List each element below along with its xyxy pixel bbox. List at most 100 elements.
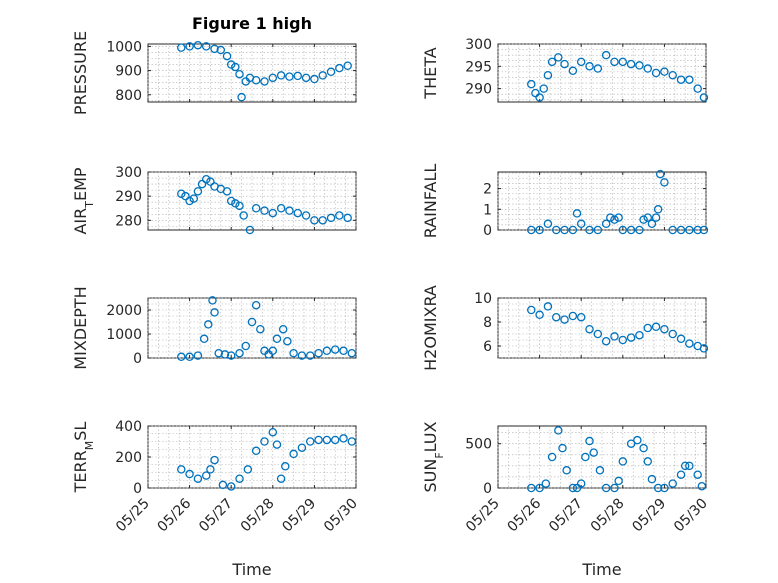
data-point [185, 469, 194, 479]
data-point [668, 225, 677, 235]
data-point [676, 470, 686, 479]
y-tick-label: 10 [474, 291, 492, 307]
y-axis-label: H2OMIXRA [421, 285, 440, 371]
data-point [535, 483, 544, 493]
data-point [314, 435, 323, 445]
data-point [585, 62, 594, 71]
data-point [293, 208, 303, 218]
grid [147, 171, 357, 230]
data-point [201, 42, 211, 51]
data-point [339, 346, 348, 356]
data-point [260, 206, 269, 215]
subplot-6: 6 8 10 H2OMIXRA [421, 285, 709, 371]
data-point [193, 474, 203, 483]
data-point [593, 64, 603, 73]
data-point [206, 177, 215, 186]
data-point [554, 53, 563, 62]
data-point [216, 45, 226, 55]
data-point [281, 462, 290, 471]
data-point [626, 225, 636, 235]
data-point [560, 59, 569, 69]
data-point [560, 225, 569, 235]
data-point [226, 482, 236, 491]
data-point [305, 437, 315, 446]
plot-area [147, 297, 357, 359]
data-point [222, 187, 232, 196]
y-axis-label: PRESSURE [71, 31, 90, 115]
data-point [226, 196, 236, 206]
data-point [589, 448, 598, 457]
data-point [210, 308, 219, 317]
data-point [278, 324, 288, 334]
data-point [177, 189, 186, 198]
data-point [601, 336, 611, 346]
data-point [322, 435, 332, 445]
series-markers [527, 302, 709, 353]
y-axis-label: RAINFALL [421, 164, 440, 239]
data-point [693, 84, 702, 93]
grid [497, 43, 707, 102]
data-point [558, 443, 567, 453]
data-point [655, 169, 665, 179]
data-point [235, 348, 244, 358]
subplot-5: 0 1000 2000 MIXDEPTH [71, 286, 357, 370]
data-point [618, 335, 628, 345]
data-point [576, 312, 586, 322]
data-point [593, 329, 603, 339]
data-point [639, 443, 648, 453]
data-point [543, 70, 553, 80]
subplot-4: 0 1 2 RAINFALL [421, 164, 709, 239]
data-point [260, 77, 269, 86]
data-point [214, 348, 223, 358]
data-point [251, 203, 261, 213]
data-point [301, 73, 311, 83]
data-point [593, 225, 603, 235]
data-point [601, 483, 611, 493]
data-point [260, 437, 269, 446]
data-point [653, 483, 663, 493]
data-point [276, 474, 286, 483]
data-point [276, 203, 286, 213]
data-point [527, 305, 536, 315]
data-point [535, 310, 544, 320]
data-point [635, 61, 644, 70]
data-point [685, 339, 694, 348]
data-point [220, 350, 230, 359]
data-point [547, 57, 557, 67]
data-point [635, 225, 644, 235]
data-point [651, 322, 661, 332]
data-point [601, 219, 611, 229]
data-point [177, 465, 186, 474]
y-tick-label: 300 [465, 37, 492, 53]
data-point [651, 68, 661, 78]
data-point [222, 51, 232, 61]
data-point [568, 483, 578, 493]
grid [497, 297, 707, 359]
data-point [653, 205, 663, 214]
y-tick-label: 800 [115, 88, 142, 104]
data-point [231, 199, 240, 208]
data-point [699, 344, 709, 353]
data-point [343, 61, 352, 71]
data-point [293, 71, 303, 81]
data-point [285, 72, 294, 81]
data-point [543, 219, 553, 229]
data-point [185, 42, 194, 51]
y-tick-label: 0 [483, 481, 492, 497]
data-point [606, 213, 615, 222]
data-point [318, 216, 327, 225]
data-point [289, 449, 298, 459]
plot-area [497, 425, 707, 489]
data-point [614, 476, 623, 486]
data-point [680, 461, 690, 471]
data-point [347, 437, 357, 446]
y-tick-label: 6 [483, 339, 492, 355]
data-point [235, 474, 244, 483]
data-point [226, 351, 236, 360]
data-point [199, 334, 209, 344]
data-point [581, 452, 590, 462]
data-point [204, 320, 213, 329]
data-point [330, 345, 340, 354]
data-point [626, 333, 636, 342]
series-markers [177, 427, 357, 491]
